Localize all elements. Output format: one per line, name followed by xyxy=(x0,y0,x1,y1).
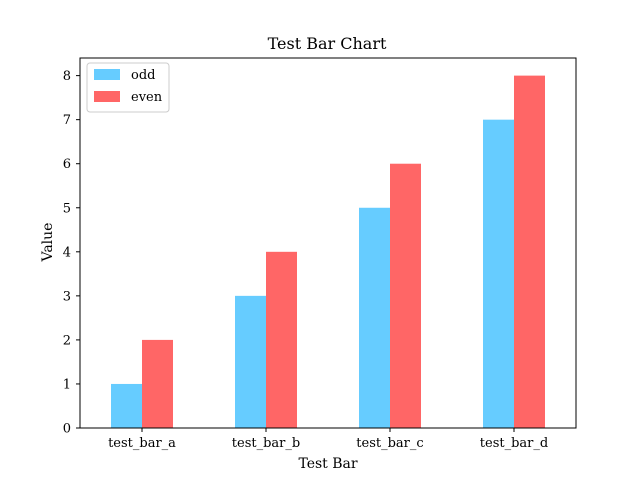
bar-odd-test_bar_d xyxy=(483,119,514,429)
plot-area-frame xyxy=(79,57,577,429)
y-tick-label: 0 xyxy=(63,422,71,437)
legend: odd even xyxy=(86,62,170,113)
legend-swatch-even xyxy=(94,91,120,102)
legend-label-odd: odd xyxy=(131,68,155,83)
bars-layer xyxy=(111,75,545,429)
y-tick-label: 1 xyxy=(63,377,71,392)
y-tick-label: 6 xyxy=(63,157,71,172)
chart-title: Test Bar Chart xyxy=(268,34,387,53)
bar-odd-test_bar_c xyxy=(359,207,390,428)
y-tick-label: 8 xyxy=(63,69,71,84)
legend-items: odd even xyxy=(94,68,163,105)
x-tick-label: test_bar_d xyxy=(480,436,548,451)
legend-label-even: even xyxy=(131,90,163,105)
x-tick-label: test_bar_a xyxy=(108,436,176,451)
bar-odd-test_bar_a xyxy=(111,383,142,428)
y-tick-label: 2 xyxy=(63,333,71,348)
ticks-layer: test_bar_a test_bar_b test_bar_c test_bar_d… xyxy=(63,69,548,451)
y-tick-label: 7 xyxy=(63,113,71,128)
y-tick-label: 5 xyxy=(63,201,71,216)
x-tick-label: test_bar_b xyxy=(232,436,300,451)
bar-even-test_bar_a xyxy=(142,339,173,428)
bar-even-test_bar_c xyxy=(390,163,421,428)
y-axis-label: Value xyxy=(40,223,56,263)
y-tick-label: 4 xyxy=(63,245,71,260)
x-axis-label: Test Bar xyxy=(298,456,357,472)
bar-even-test_bar_b xyxy=(266,251,297,428)
bar-even-test_bar_d xyxy=(514,75,545,428)
x-tick-label: test_bar_c xyxy=(356,436,423,451)
bar-odd-test_bar_b xyxy=(235,295,266,428)
y-tick-label: 3 xyxy=(63,289,71,304)
legend-swatch-odd xyxy=(94,69,120,80)
